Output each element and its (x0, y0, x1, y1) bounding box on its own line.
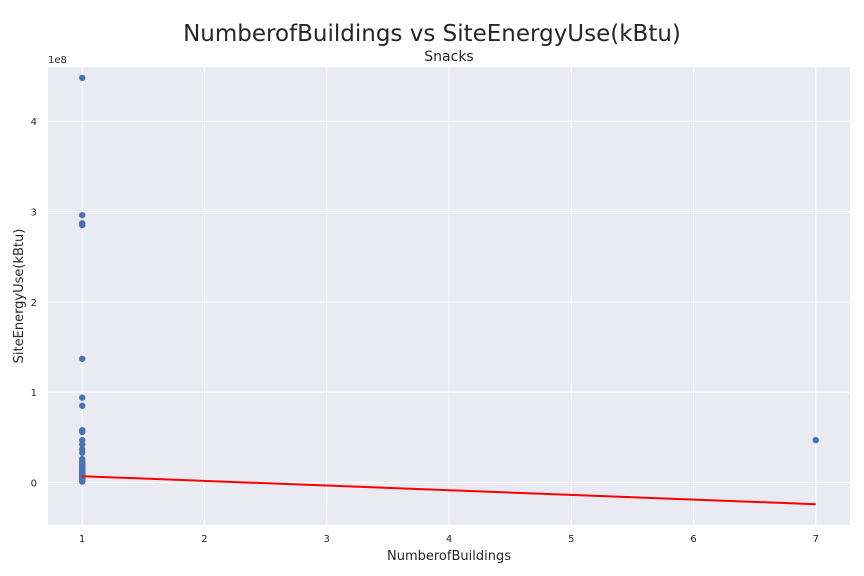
scatter-point (79, 74, 86, 82)
figure-title: NumberofBuildings vs SiteEnergyUse(kBtu) (183, 21, 681, 47)
grid (48, 67, 850, 525)
scatter-point (79, 221, 86, 229)
scatter-points (79, 74, 819, 485)
scatter-point (79, 402, 86, 409)
chart-title: Snacks (424, 49, 473, 65)
scatter-point (812, 436, 819, 444)
scatter-point (79, 394, 86, 401)
fit-line-group (82, 475, 816, 506)
x-axis-label: NumberofBuildings (387, 549, 511, 564)
y-tick-label: 1 (31, 388, 37, 399)
scatter-point (79, 449, 86, 456)
y-tick-label: 4 (31, 117, 37, 128)
x-tick-label: 1 (79, 534, 85, 545)
scatter-point (79, 211, 86, 219)
y-tick-label: 2 (31, 298, 37, 309)
scatter-point (79, 436, 86, 444)
x-axis-ticks: 1 2 3 4 5 6 7 (79, 534, 819, 545)
scatter-point (79, 428, 86, 436)
y-tick-label: 3 (31, 208, 37, 219)
x-tick-label: 5 (568, 534, 574, 545)
y-offset-label: 1e8 (48, 55, 67, 66)
x-tick-label: 4 (446, 534, 452, 545)
y-axis-label: SiteEnergyUse(kBtu) (12, 229, 27, 364)
y-tick-label: 0 (31, 479, 37, 490)
fit-line (82, 475, 816, 506)
y-axis-ticks: 0 1 2 3 4 (31, 117, 37, 489)
scatter-point (79, 478, 86, 485)
x-tick-label: 7 (813, 534, 819, 545)
scatter-point (79, 441, 86, 448)
x-tick-label: 2 (201, 534, 207, 545)
x-tick-label: 6 (690, 534, 696, 545)
x-tick-label: 3 (324, 534, 330, 545)
scatter-point (79, 355, 86, 362)
